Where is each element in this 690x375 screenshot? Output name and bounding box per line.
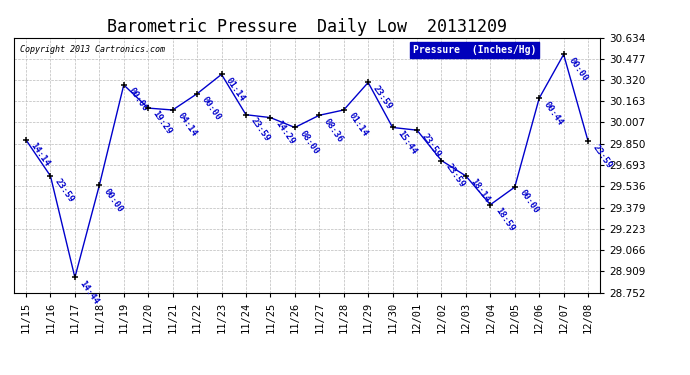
- Text: 14:44: 14:44: [78, 279, 101, 306]
- Text: 23:59: 23:59: [444, 162, 467, 189]
- Text: 01:14: 01:14: [224, 76, 247, 103]
- Text: 00:00: 00:00: [126, 86, 149, 114]
- Text: 23:59: 23:59: [420, 132, 442, 159]
- Text: 18:59: 18:59: [493, 206, 516, 233]
- Text: 23:59: 23:59: [591, 142, 613, 170]
- Text: 14:29: 14:29: [273, 119, 296, 146]
- Text: 01:14: 01:14: [346, 111, 369, 138]
- Text: 00:44: 00:44: [542, 100, 565, 127]
- Title: Barometric Pressure  Daily Low  20131209: Barometric Pressure Daily Low 20131209: [107, 18, 507, 36]
- Text: 23:59: 23:59: [53, 177, 76, 204]
- Text: 00:00: 00:00: [566, 56, 589, 83]
- Text: 23:59: 23:59: [248, 116, 272, 143]
- Text: Copyright 2013 Cartronics.com: Copyright 2013 Cartronics.com: [19, 45, 165, 54]
- Text: 00:00: 00:00: [518, 189, 540, 216]
- Text: 08:00: 08:00: [297, 129, 320, 156]
- Text: 14:14: 14:14: [29, 141, 52, 168]
- Text: 00:00: 00:00: [200, 95, 223, 122]
- Text: 00:00: 00:00: [102, 187, 125, 214]
- Text: 08:36: 08:36: [322, 117, 345, 144]
- Text: Pressure  (Inches/Hg): Pressure (Inches/Hg): [413, 45, 536, 55]
- Text: 18:14: 18:14: [469, 177, 491, 204]
- Text: 04:14: 04:14: [175, 111, 198, 138]
- Text: 23:59: 23:59: [371, 84, 394, 111]
- Text: 19:29: 19:29: [151, 110, 174, 136]
- Text: 15:44: 15:44: [395, 129, 418, 156]
